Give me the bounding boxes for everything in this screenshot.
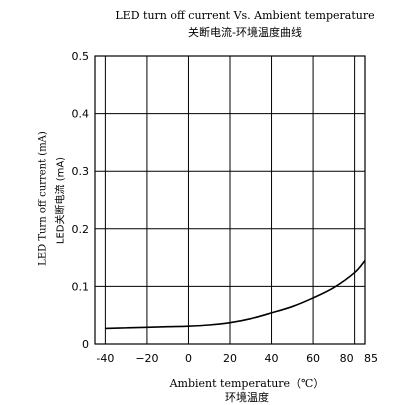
x-axis-label: Ambient temperature（℃）: [169, 377, 325, 390]
plot-border: [94, 55, 366, 345]
y-tick-label-3: 0.3: [72, 165, 90, 178]
x-tick-label-2: 0: [185, 352, 192, 365]
y-tick-label-0: 0: [82, 338, 89, 351]
x-tick-label-7: 85: [364, 352, 378, 365]
tick-labels: -40 −20 0 20 40 60 80 85 0 0.1 0.2 0.3 0.4 0.5: [72, 50, 379, 365]
x-tick-label-5: 60: [306, 352, 320, 365]
y-tick-label-2: 0.2: [72, 223, 90, 236]
chart-title: LED turn off current Vs. Ambient tempera…: [115, 9, 375, 22]
plot-frame: [94, 55, 366, 345]
y-tick-label-5: 0.5: [72, 50, 90, 63]
x-tick-label-1: −20: [135, 352, 158, 365]
grid: [95, 55, 366, 345]
series: [105, 259, 366, 330]
x-tick-label-6: 80: [340, 352, 354, 365]
x-tick-label-0: -40: [96, 352, 114, 365]
y-tick-label-1: 0.1: [72, 280, 90, 293]
y-tick-label-4: 0.4: [72, 108, 90, 121]
series-line-0: [105, 259, 366, 330]
x-tick-label-3: 20: [223, 352, 237, 365]
chart-subtitle: 关断电流-环境温度曲线: [188, 26, 302, 39]
x-tick-label-4: 40: [265, 352, 279, 365]
x-axis-label-cn: 环境温度: [225, 391, 269, 404]
